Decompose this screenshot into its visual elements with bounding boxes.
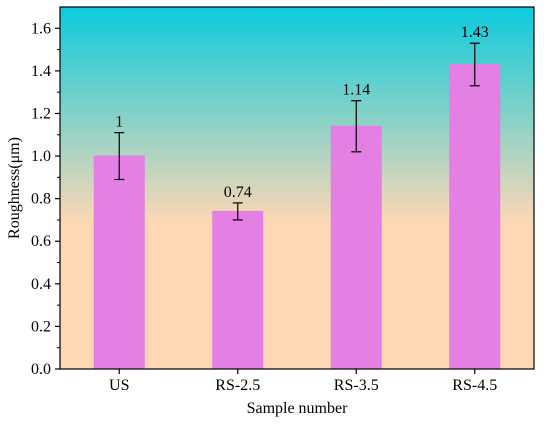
y-tick-label: 1.4	[31, 63, 51, 80]
bar-rs-2-5	[212, 210, 264, 370]
x-tick-label: RS-4.5	[452, 377, 497, 394]
error-bar	[114, 132, 125, 181]
bars	[93, 63, 501, 370]
bar-rs-4-5	[449, 63, 501, 370]
data-label: 1	[115, 114, 123, 131]
x-tick-label: RS-2.5	[215, 377, 260, 394]
data-label: 1.43	[461, 24, 489, 41]
x-tick-label: RS-3.5	[334, 377, 379, 394]
y-axis-title: Roughness(μm)	[6, 137, 23, 239]
y-tick-label: 0.8	[31, 191, 51, 208]
error-bar	[469, 42, 480, 87]
error-bar	[232, 202, 243, 221]
x-tick-label: US	[109, 377, 129, 394]
data-labels: 1 0.74 1.14 1.43	[115, 24, 489, 201]
data-label: 1.14	[342, 82, 370, 99]
error-bar	[351, 100, 362, 153]
y-tick-label: 0.4	[31, 276, 51, 293]
plot-frame	[59, 6, 535, 370]
y-tick-label: 1.2	[31, 105, 51, 122]
y-tick-label: 1.6	[31, 20, 51, 37]
y-tick-label: 0.6	[31, 233, 51, 250]
bar-rs-3-5	[330, 125, 382, 370]
bar-us	[93, 155, 145, 370]
y-tick-label: 0.2	[31, 318, 51, 335]
y-tick-label: 0.0	[31, 361, 51, 378]
x-axis-title: Sample number	[247, 400, 349, 417]
y-tick-label: 1.0	[31, 148, 51, 165]
data-label: 0.74	[224, 184, 252, 201]
x-axis: US RS-2.5 RS-3.5 RS-4.5	[109, 369, 497, 394]
y-axis: 0.0 0.2 0.4 0.6 0.8 1.0 1.2 1.4 1.6	[31, 20, 60, 378]
error-bars	[114, 42, 480, 221]
